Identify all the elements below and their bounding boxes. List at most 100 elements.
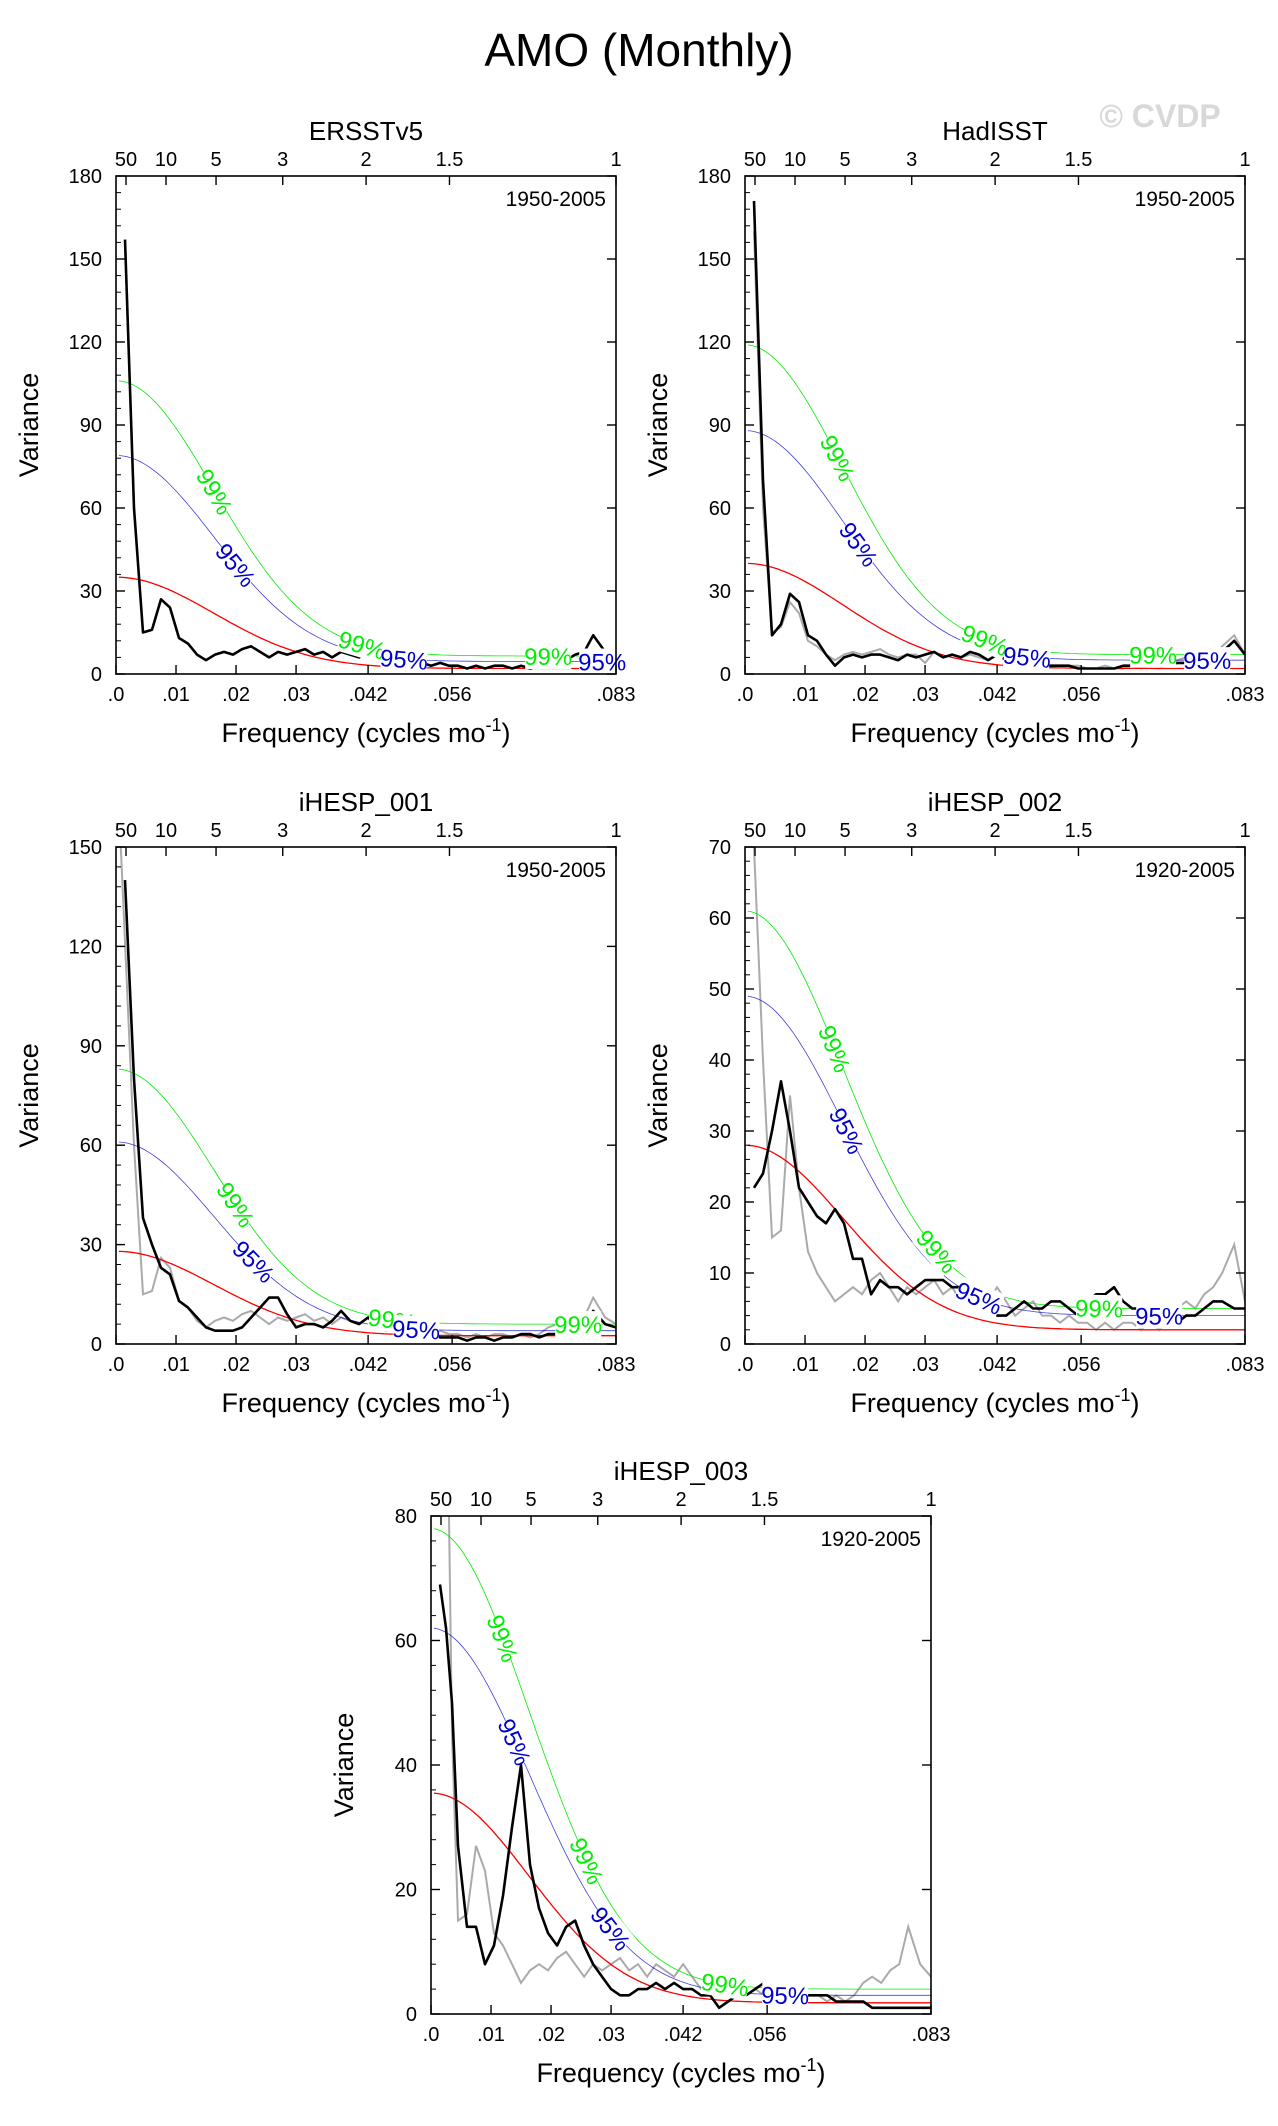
plot-area — [747, 200, 1245, 670]
x-tick-label: .042 — [978, 684, 1017, 706]
x-axis-label: Frequency (cycles mo-1) — [221, 1385, 510, 1418]
y-tick-label: 60 — [80, 498, 102, 520]
y-tick-label: 0 — [720, 1334, 731, 1356]
reference-spectrum-line — [119, 847, 616, 1339]
ci95-label-bg — [579, 648, 626, 675]
period-tick-label: 50 — [115, 820, 137, 842]
x-axis-label: Frequency (cycles mo-1) — [850, 715, 1139, 748]
x-tick-label: .03 — [911, 1354, 939, 1376]
ci99-label-bg — [1130, 641, 1177, 668]
period-tick-label: 5 — [839, 820, 850, 842]
y-tick-label: 20 — [709, 1192, 731, 1214]
ci99-label-bg — [555, 1311, 602, 1338]
period-label: 1920-2005 — [821, 1528, 921, 1551]
period-tick-label: 1.5 — [436, 820, 464, 842]
plot-frame — [744, 846, 1246, 1345]
y-tick-label: 40 — [395, 1755, 417, 1777]
y-tick-label: 180 — [69, 166, 102, 188]
ci99-label: 99% — [190, 465, 238, 520]
x-tick-label: .042 — [978, 1354, 1017, 1376]
y-tick-label: 0 — [91, 664, 102, 686]
ci99-line — [118, 1068, 616, 1325]
ci95-label-bg — [761, 1981, 809, 2009]
ci95-label: 95% — [379, 645, 429, 676]
x-axis-label: Frequency (cycles mo-1) — [221, 715, 510, 748]
ci95-line — [118, 455, 616, 662]
x-tick-label: .083 — [597, 684, 636, 706]
x-tick-label: .0 — [108, 1354, 125, 1376]
ci95-label-bg — [1002, 641, 1052, 672]
x-tick-label: .056 — [433, 684, 472, 706]
plot-frame — [744, 175, 1246, 675]
x-tick-label: .01 — [162, 1354, 190, 1376]
period-tick-label: 5 — [839, 149, 850, 171]
ci95-label: 95% — [823, 1104, 869, 1159]
plot-frame — [115, 846, 617, 1345]
period-tick-label: 1.5 — [1065, 149, 1093, 171]
x-tick-label: .03 — [282, 1354, 310, 1376]
period-tick-label: 50 — [744, 820, 766, 842]
panel-title: iHESP_003 — [614, 1456, 748, 1486]
ci95-label: 95% — [1183, 648, 1231, 675]
period-tick-label: 1.5 — [436, 149, 464, 171]
x-tick-label: .03 — [911, 684, 939, 706]
ci95-label-bg — [1136, 1302, 1183, 1329]
y-tick-label: 90 — [80, 415, 102, 437]
ci95-label-bg — [380, 644, 429, 674]
ci95-label-bg — [825, 1104, 870, 1157]
figure-title: AMO (Monthly) — [484, 24, 793, 76]
y-tick-label: 70 — [709, 837, 731, 859]
ci95-label: 95% — [761, 1982, 810, 2010]
x-tick-label: .056 — [1062, 1354, 1101, 1376]
y-axis-label: Variance — [14, 373, 44, 478]
spectrum-line — [752, 200, 1245, 670]
ci95-label: 95% — [951, 1277, 1006, 1321]
y-tick-label: 60 — [80, 1135, 102, 1157]
ci99-label-bg — [814, 1022, 856, 1075]
ci95-label: 95% — [833, 518, 883, 573]
y-tick-label: 20 — [395, 1880, 417, 1902]
ci95-line — [747, 430, 1245, 661]
y-tick-label: 0 — [91, 1334, 102, 1356]
period-tick-label: 1.5 — [751, 1489, 779, 1511]
ci95-label: 95% — [1002, 642, 1053, 674]
x-tick-label: .042 — [349, 1354, 388, 1376]
panel-2: 99%99% 99%95%95% 95%0306090120150180.0.01.… — [643, 116, 1264, 748]
panel-title: iHESP_001 — [299, 787, 433, 817]
y-tick-label: 80 — [395, 1506, 417, 1528]
y-tick-label: 150 — [698, 249, 731, 271]
x-axis-label: Frequency (cycles mo-1) — [850, 1385, 1139, 1418]
ci99-label-bg — [336, 625, 388, 664]
ci95-label-bg — [392, 1314, 440, 1344]
period-tick-label: 1 — [1239, 820, 1250, 842]
x-tick-label: .03 — [597, 2024, 625, 2046]
spectrum-line — [438, 1584, 931, 2010]
y-tick-label: 30 — [709, 581, 731, 603]
y-tick-label: 50 — [709, 979, 731, 1001]
y-tick-label: 40 — [709, 1050, 731, 1072]
period-tick-label: 3 — [277, 149, 288, 171]
y-tick-label: 60 — [709, 908, 731, 930]
y-tick-label: 0 — [720, 664, 731, 686]
period-tick-label: 1 — [610, 149, 621, 171]
y-tick-label: 150 — [69, 249, 102, 271]
x-tick-label: .042 — [664, 2024, 703, 2046]
period-tick-label: 5 — [525, 1489, 536, 1511]
x-tick-label: .0 — [423, 2024, 440, 2046]
plot-area — [747, 847, 1245, 1332]
period-label: 1950-2005 — [506, 859, 606, 882]
x-tick-label: .01 — [477, 2024, 505, 2046]
ci99-label-bg — [958, 619, 1012, 660]
ci95-label-bg — [952, 1276, 1006, 1319]
y-axis-label: Variance — [14, 1043, 44, 1148]
ci95-label: 95% — [226, 1236, 279, 1289]
ci99-label-bg — [912, 1225, 962, 1278]
period-tick-label: 1 — [925, 1489, 936, 1511]
y-tick-label: 30 — [80, 1235, 102, 1257]
period-tick-label: 3 — [277, 820, 288, 842]
ci95-label-bg — [586, 1902, 636, 1955]
plot-area — [433, 1516, 931, 2010]
y-tick-label: 90 — [709, 415, 731, 437]
x-tick-label: .02 — [537, 2024, 565, 2046]
period-tick-label: 3 — [906, 820, 917, 842]
